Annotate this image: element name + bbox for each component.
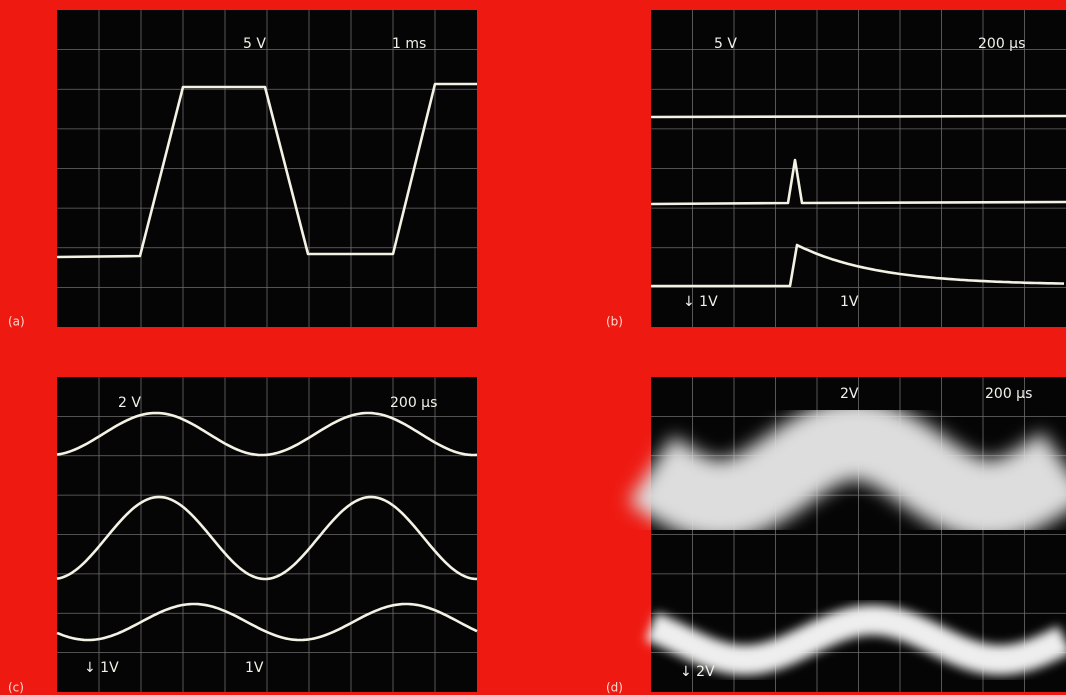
scale-annotation: ↓ 1V — [683, 294, 718, 310]
scale-annotation: 1V — [245, 660, 264, 676]
scale-annotation: 1 ms — [392, 36, 426, 52]
trace — [56, 411, 478, 457]
scale-annotation: 2V — [840, 386, 859, 402]
panel-label: (a) — [8, 315, 25, 329]
scale-annotation: 5 V — [714, 36, 737, 52]
scope-panel: (b) — [606, 10, 1066, 329]
scale-annotation: ↓ 2V — [680, 664, 715, 680]
trace — [56, 602, 478, 642]
trace — [614, 400, 1066, 540]
scope-panel: (a) — [8, 10, 477, 329]
trace — [56, 82, 477, 259]
panel-label: (d) — [606, 681, 623, 695]
trace — [56, 495, 478, 581]
scale-annotation: 2 V — [118, 395, 141, 411]
scale-annotation: 5 V — [243, 36, 266, 52]
trace — [650, 114, 1066, 119]
scale-annotation: 200 µs — [978, 36, 1025, 52]
panel-label: (c) — [8, 681, 24, 695]
scale-annotation: 200 µs — [390, 395, 437, 411]
scale-annotation: ↓ 1V — [84, 660, 119, 676]
panel-label: (b) — [606, 315, 623, 329]
scale-annotation: 1V — [840, 294, 859, 310]
scale-annotation: 200 µs — [985, 386, 1032, 402]
graticule — [57, 10, 477, 327]
scope-panel: (c) — [8, 377, 477, 695]
trace — [651, 243, 1065, 288]
graticule — [651, 10, 1066, 327]
trace — [639, 605, 1066, 675]
trace — [650, 158, 1066, 206]
